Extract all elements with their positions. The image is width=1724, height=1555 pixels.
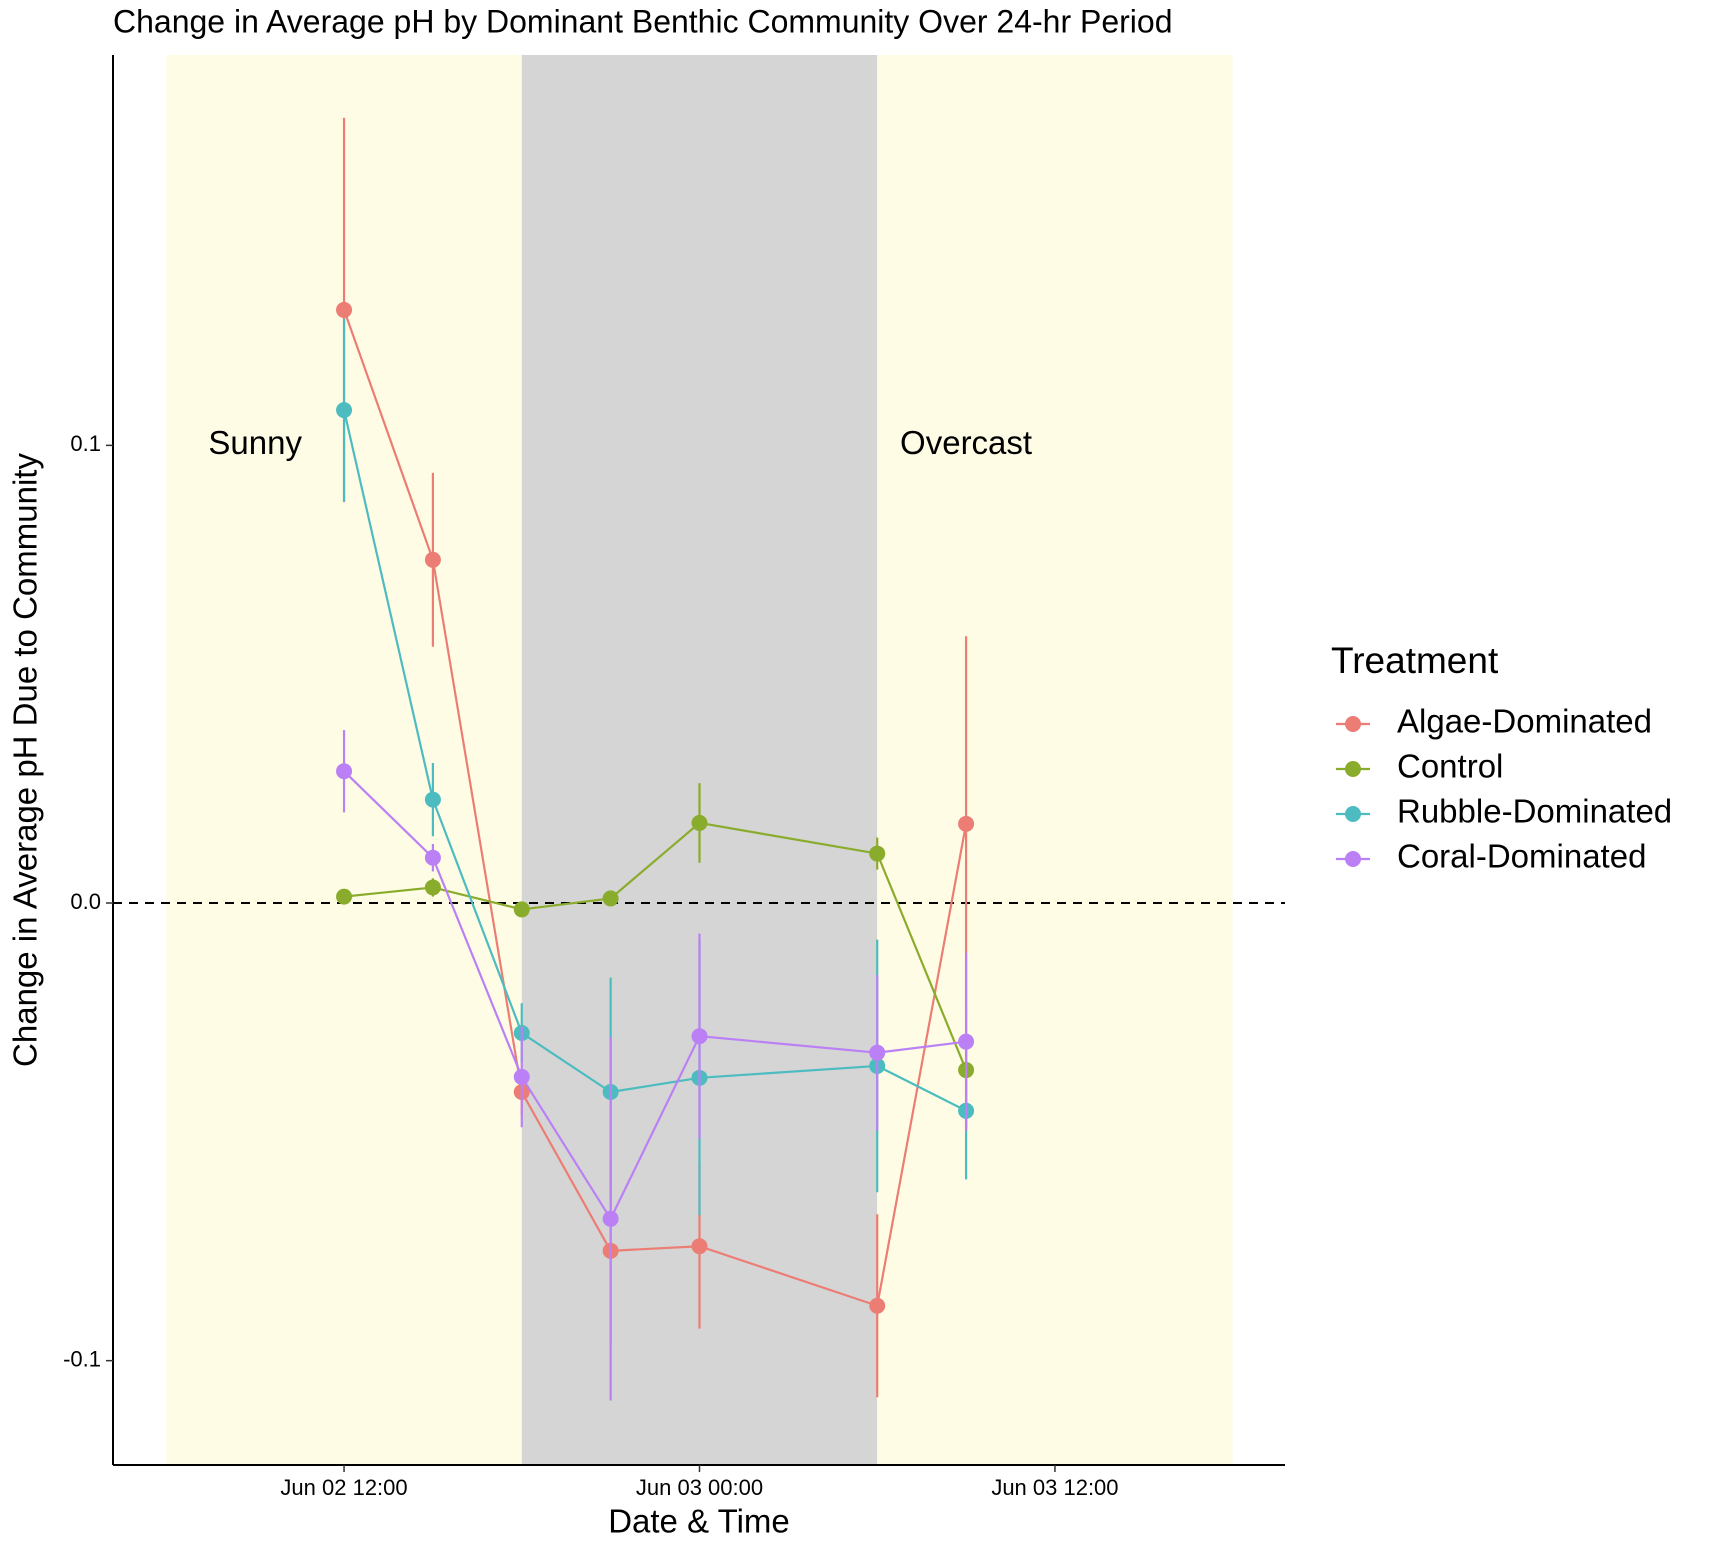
data-point [424, 551, 441, 568]
legend-key-point [1345, 806, 1361, 822]
data-point [513, 1068, 530, 1085]
annotation: Overcast [900, 424, 1032, 461]
x-tick-label: Jun 03 12:00 [991, 1475, 1118, 1500]
data-point [336, 402, 353, 419]
data-point [336, 888, 353, 905]
shaded-band [877, 55, 1233, 1465]
data-point [513, 901, 530, 918]
legend-label: Algae-Dominated [1397, 703, 1652, 740]
data-point [691, 1238, 708, 1255]
data-point [602, 890, 619, 907]
data-point [336, 763, 353, 780]
data-point [869, 845, 886, 862]
data-point [869, 1297, 886, 1314]
data-point [602, 1210, 619, 1227]
series [336, 730, 975, 1401]
data-point [691, 1028, 708, 1045]
legend-label: Rubble-Dominated [1397, 793, 1672, 830]
data-point [958, 815, 975, 832]
legend-title: Treatment [1331, 640, 1499, 681]
legend-label: Control [1397, 748, 1503, 785]
data-point [869, 1044, 886, 1061]
y-tick-label: -0.1 [63, 1346, 101, 1371]
legend-label: Coral-Dominated [1397, 838, 1646, 875]
y-axis-label: Change in Average pH Due to Community [7, 453, 44, 1067]
legend-key-point [1345, 716, 1361, 732]
data-point [958, 1033, 975, 1050]
x-tick-label: Jun 03 00:00 [636, 1475, 763, 1500]
legend-key-point [1345, 761, 1361, 777]
y-tick-label: 0.0 [70, 889, 101, 914]
data-point [424, 849, 441, 866]
data-point [691, 814, 708, 831]
y-tick-label: 0.1 [70, 431, 101, 456]
annotation: Sunny [208, 424, 302, 461]
x-axis-label: Date & Time [608, 1503, 790, 1540]
data-point [424, 791, 441, 808]
data-point [424, 879, 441, 896]
data-point [336, 301, 353, 318]
x-tick-label: Jun 02 12:00 [280, 1475, 407, 1500]
chart-title: Change in Average pH by Dominant Benthic… [113, 3, 1173, 39]
legend-key-point [1345, 851, 1361, 867]
